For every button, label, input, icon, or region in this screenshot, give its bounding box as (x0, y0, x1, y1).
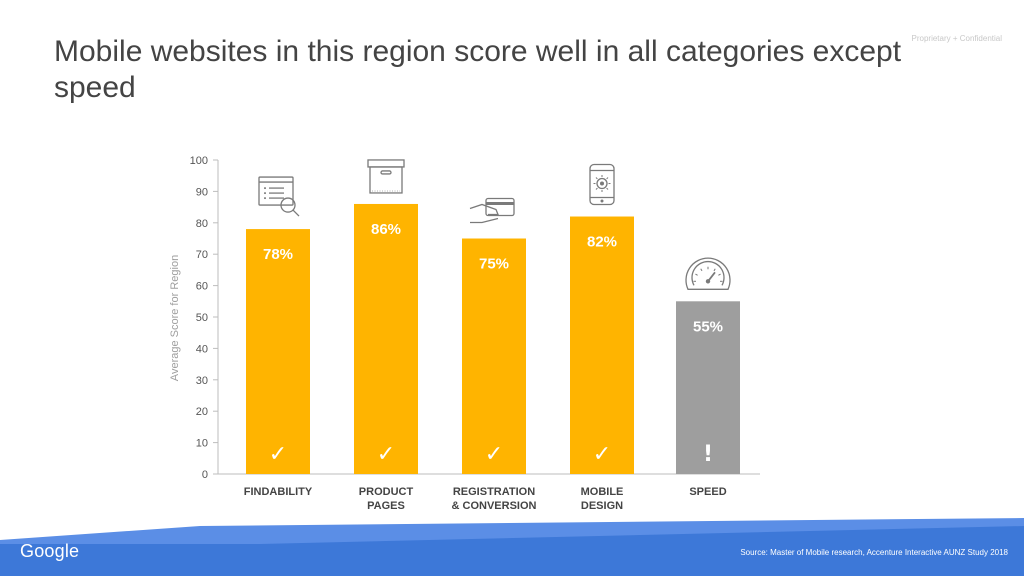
bar-value-label: 55% (693, 318, 723, 335)
category-label: PRODUCT (359, 486, 414, 498)
source-note: Source: Master of Mobile research, Accen… (740, 548, 1008, 557)
y-tick-label: 40 (196, 343, 208, 355)
category-labels: FINDABILITY PRODUCT PAGES REGISTRATION & CON… (244, 486, 727, 512)
y-tick-label: 0 (202, 469, 208, 481)
y-tick-label: 60 (196, 281, 208, 293)
category-label: MOBILE (581, 486, 624, 498)
y-tick-label: 10 (196, 438, 208, 450)
confidential-label: Proprietary + Confidential (911, 34, 1003, 43)
product-box-icon (367, 159, 405, 194)
bar-chart: 0 10 20 30 40 50 60 70 80 90 100 78% ✓ 86% ✓ 75% ✓ 82% ✓ 5… (169, 155, 760, 512)
category-label: DESIGN (581, 500, 623, 512)
bar-icons (258, 159, 731, 290)
y-tick-label: 100 (190, 155, 208, 167)
y-tick-label: 90 (196, 186, 208, 198)
smartphone-icon (589, 163, 615, 206)
bar-value-label: 82% (587, 234, 617, 251)
speedometer-icon (685, 257, 731, 290)
y-tick-label: 80 (196, 218, 208, 230)
y-tick-label: 20 (196, 406, 208, 418)
bars: 78% ✓ 86% ✓ 75% ✓ 82% ✓ 55%! (246, 203, 740, 474)
category-label: REGISTRATION (453, 486, 535, 498)
bar (246, 229, 310, 474)
category-label: FINDABILITY (244, 486, 313, 498)
bar (570, 216, 634, 474)
bar-value-label: 86% (371, 221, 401, 238)
category-label: & CONVERSION (452, 500, 537, 512)
google-logo: Google (20, 541, 80, 561)
status-mark: ✓ (593, 442, 611, 467)
y-tick-label: 50 (196, 312, 208, 324)
y-axis-label: Average Score for Region (169, 255, 181, 381)
category-label: SPEED (689, 486, 726, 498)
y-axis: 0 10 20 30 40 50 60 70 80 90 100 (190, 155, 760, 481)
slide-title: Mobile websites in this region score wel… (54, 35, 902, 104)
bar (676, 301, 740, 474)
status-mark: ✓ (269, 442, 287, 467)
bar-value-label: 78% (263, 246, 293, 263)
y-tick-label: 30 (196, 375, 208, 387)
status-mark: ✓ (485, 442, 503, 467)
bar (354, 203, 418, 474)
search-document-icon (258, 176, 300, 217)
status-mark: ! (703, 442, 713, 467)
credit-card-hand-icon (469, 197, 515, 224)
bar-value-label: 75% (479, 256, 509, 273)
category-label: PAGES (367, 500, 405, 512)
y-tick-label: 70 (196, 249, 208, 261)
bar (462, 238, 526, 474)
status-mark: ✓ (377, 442, 395, 467)
